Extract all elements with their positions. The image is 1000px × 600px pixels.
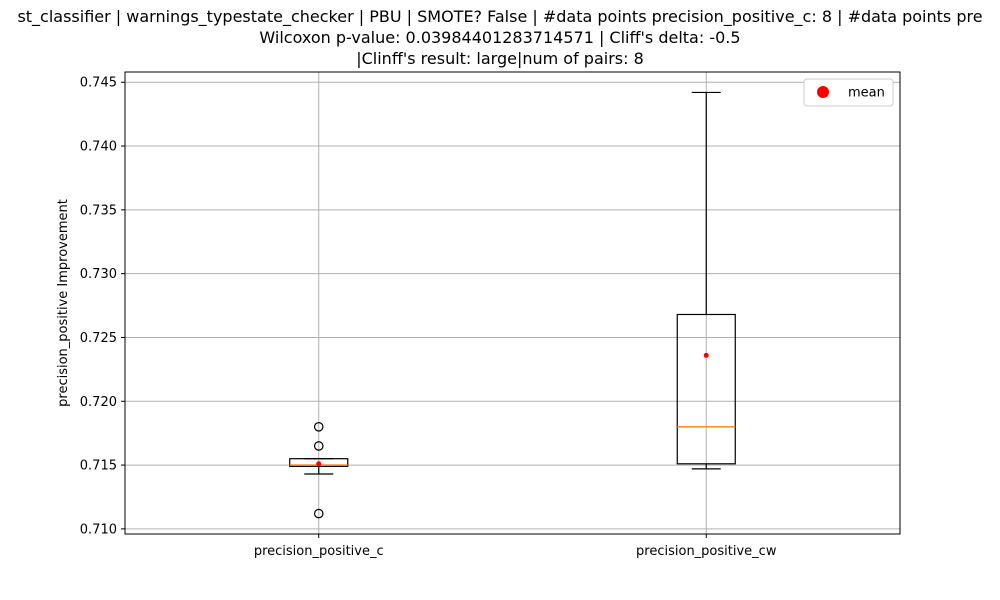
outlier-point: [313, 421, 324, 432]
y-tick-label: 0.745: [80, 76, 117, 91]
legend-frame: [803, 78, 894, 107]
box-precision_positive_c: [289, 421, 349, 519]
y-tick-label: 0.730: [80, 267, 117, 282]
x-tick-label: precision_positive_c: [254, 544, 384, 559]
axes-group: 0.710 0.715 0.720 0.725 0.730 0.735 0.740 0.745…: [80, 71, 901, 559]
mean-point: [703, 352, 709, 358]
legend-mean-label: mean: [848, 86, 885, 101]
y-tick-label: 0.715: [80, 459, 117, 474]
outlier-point: [313, 441, 324, 451]
plot-frame: [124, 71, 901, 535]
box-iqr: [289, 458, 349, 467]
y-tick-label: 0.740: [80, 140, 117, 155]
y-tick-label: 0.735: [80, 203, 117, 218]
y-tick-label: 0.725: [80, 331, 117, 346]
y-tick-label: 0.720: [80, 395, 117, 410]
box-iqr: [676, 313, 736, 465]
x-tick-label: precision_positive_cw: [636, 544, 777, 559]
grid-lines: [125, 72, 900, 534]
box-precision_positive_cw: [676, 91, 736, 470]
outlier-point: [313, 508, 324, 519]
legend: mean: [803, 78, 894, 107]
legend-mean-marker: [817, 86, 829, 98]
chart-title-line-2: Wilcoxon p-value: 0.03984401283714571 | …: [259, 28, 740, 47]
y-axis-label: precision_positive Improvement: [56, 199, 71, 407]
chart-title-line-3: |Clinff's result: large|num of pairs: 8: [356, 49, 644, 68]
boxes-group: [289, 91, 736, 519]
y-tick-label: 0.710: [80, 522, 117, 537]
mean-point: [316, 461, 322, 467]
chart-title-line-1: st_classifier | warnings_typestate_check…: [17, 7, 982, 27]
